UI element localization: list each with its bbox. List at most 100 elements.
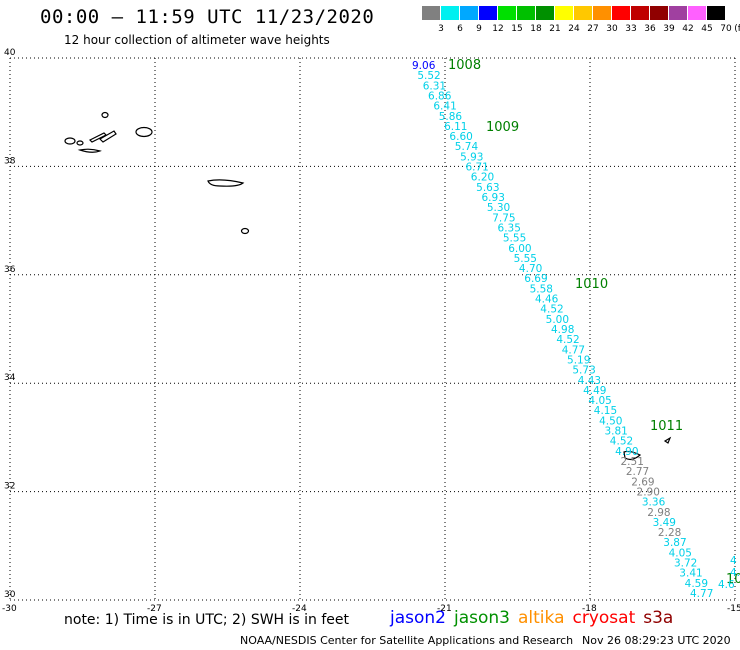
wave-height-label: 4: [730, 555, 737, 567]
pressure-labels: 1008 1009 1010 1011 10: [448, 58, 740, 587]
colorbar-label: 39: [663, 24, 675, 34]
colorbar-label: 70: [720, 24, 732, 34]
island-porto-santo: [240, 227, 250, 235]
wave-height-label: 4.52: [540, 304, 563, 316]
latitude-label: 38: [4, 156, 16, 166]
colorbar-swatch: [498, 6, 516, 20]
colorbar-swatch: [688, 6, 706, 20]
wave-height-label: 5.55: [514, 253, 537, 265]
wave-height-label: 2.51: [621, 456, 644, 468]
longitude-label: -21: [437, 604, 452, 614]
pressure-label: 1010: [575, 277, 608, 292]
island-corvo: [76, 140, 84, 146]
colorbar-label: 18: [530, 24, 542, 34]
island-salvage-2: [663, 436, 672, 444]
colorbar-label: 30: [606, 24, 618, 34]
wave-height-label: 4.15: [594, 405, 617, 417]
colorbar-swatch: [555, 6, 573, 20]
longitude-label: -27: [147, 604, 162, 614]
wave-height-label: 6.93: [482, 192, 505, 204]
wave-height-label: 4.77: [562, 344, 585, 356]
longitude-label: -15: [727, 604, 740, 614]
colorbar-swatch: [441, 6, 459, 20]
wave-height-label: 4.77: [690, 588, 713, 600]
wave-height-label: 4.90: [615, 446, 638, 458]
wave-height-label: 5.74: [455, 141, 479, 153]
wave-height-label: 5.55: [503, 233, 526, 245]
wave-height-label: 6.86: [428, 90, 452, 102]
latitude-label: 40: [4, 48, 16, 58]
longitude-label: -30: [2, 604, 17, 614]
map-title: 00:00 – 11:59 UTC 11/23/2020: [40, 6, 375, 28]
colorbar-swatch: [707, 6, 725, 20]
colorbar-label: 9: [476, 24, 482, 34]
wave-height-label: 5.19: [567, 354, 590, 366]
island-sao-miguel: [135, 126, 153, 138]
wave-height-label: 4.70: [519, 263, 542, 275]
latitude-label: 34: [4, 373, 16, 383]
wave-height-label: 6.35: [498, 222, 521, 234]
longitude-label: -24: [292, 604, 307, 614]
satellite-legend-item: altika: [518, 608, 565, 628]
wave-height-label: 2.77: [626, 466, 649, 478]
wave-height-label: 6.20: [471, 172, 494, 184]
colorbar-label: 27: [587, 24, 599, 34]
satellite-legend-item: jason3: [454, 608, 510, 628]
wave-height-label: 4.05: [669, 547, 692, 559]
wave-height-label: 6.69: [524, 273, 547, 285]
generated-timestamp: Nov 26 08:29:23 UTC 2020: [582, 634, 731, 647]
wave-height-label: 4.6: [718, 579, 735, 591]
colorbar-label: 24: [568, 24, 580, 34]
latitude-label: 36: [4, 265, 16, 275]
island-pico: [77, 148, 102, 153]
colorbar-swatch: [631, 6, 649, 20]
colorbar-label: 3: [438, 24, 444, 34]
map-subtitle: 12 hour collection of altimeter wave hei…: [64, 33, 330, 47]
wave-height-label: 5.86: [439, 111, 463, 123]
colorbar-swatch: [574, 6, 592, 20]
island-salvage-1: [623, 450, 642, 461]
colorbar-swatch: [650, 6, 668, 20]
wave-height-label: 6.71: [465, 162, 488, 174]
wave-height-label: 5.52: [417, 70, 440, 82]
wave-height-label: 9.06: [412, 60, 436, 72]
wave-height-label: 4.52: [610, 436, 633, 448]
wave-height-label: 6.00: [508, 243, 531, 255]
satellite-legend-item: cryosat: [572, 608, 636, 628]
wave-height-label: 3.41: [679, 568, 702, 580]
colorbar-label: 33: [625, 24, 637, 34]
colorbar-unit: (ft): [734, 24, 740, 34]
wave-height-label: 6.41: [433, 101, 456, 113]
wave-height-label: 4.49: [583, 385, 606, 397]
credit-line: NOAA/NESDIS Center for Satellite Applica…: [240, 634, 574, 647]
wave-height-label: 4.: [730, 567, 740, 579]
colorbar-label: 45: [701, 24, 713, 34]
wave-height-label: 5.73: [572, 365, 595, 377]
colorbar-label: 42: [682, 24, 694, 34]
island-madeira: [207, 179, 245, 187]
latitude-label: 32: [4, 482, 15, 492]
wave-height-label: 4.43: [578, 375, 601, 387]
pressure-label: 1011: [650, 419, 683, 434]
longitude-labels: -30 -27 -24 -21 -18 -15: [2, 604, 740, 614]
wave-height-label: 3.87: [663, 537, 686, 549]
satellite-legend: jason2 jason3 altika cryosat s3a: [390, 608, 681, 628]
wave-height-label: 5.93: [460, 151, 483, 163]
wave-height-label: 7.75: [492, 212, 515, 224]
colorbar-label: 36: [644, 24, 656, 34]
latitude-label: 30: [4, 590, 16, 600]
latitude-labels: 40 38 36 34 32 30: [4, 48, 16, 600]
island-flores: [64, 137, 76, 145]
colorbar-label: 15: [511, 24, 523, 34]
colorbar-swatch: [479, 6, 497, 20]
wave-height-label: 2.69: [631, 476, 654, 488]
wave-height-label: 4.46: [535, 294, 559, 306]
wave-height-label: 2.90: [637, 486, 660, 498]
wave-height-label: 5.00: [546, 314, 569, 326]
colorbar-label: 6: [457, 24, 463, 34]
island-outlines: [64, 111, 672, 461]
map-grid: [9, 57, 736, 601]
wave-height-label: 4.05: [588, 395, 611, 407]
colorbar-swatch: [536, 6, 554, 20]
